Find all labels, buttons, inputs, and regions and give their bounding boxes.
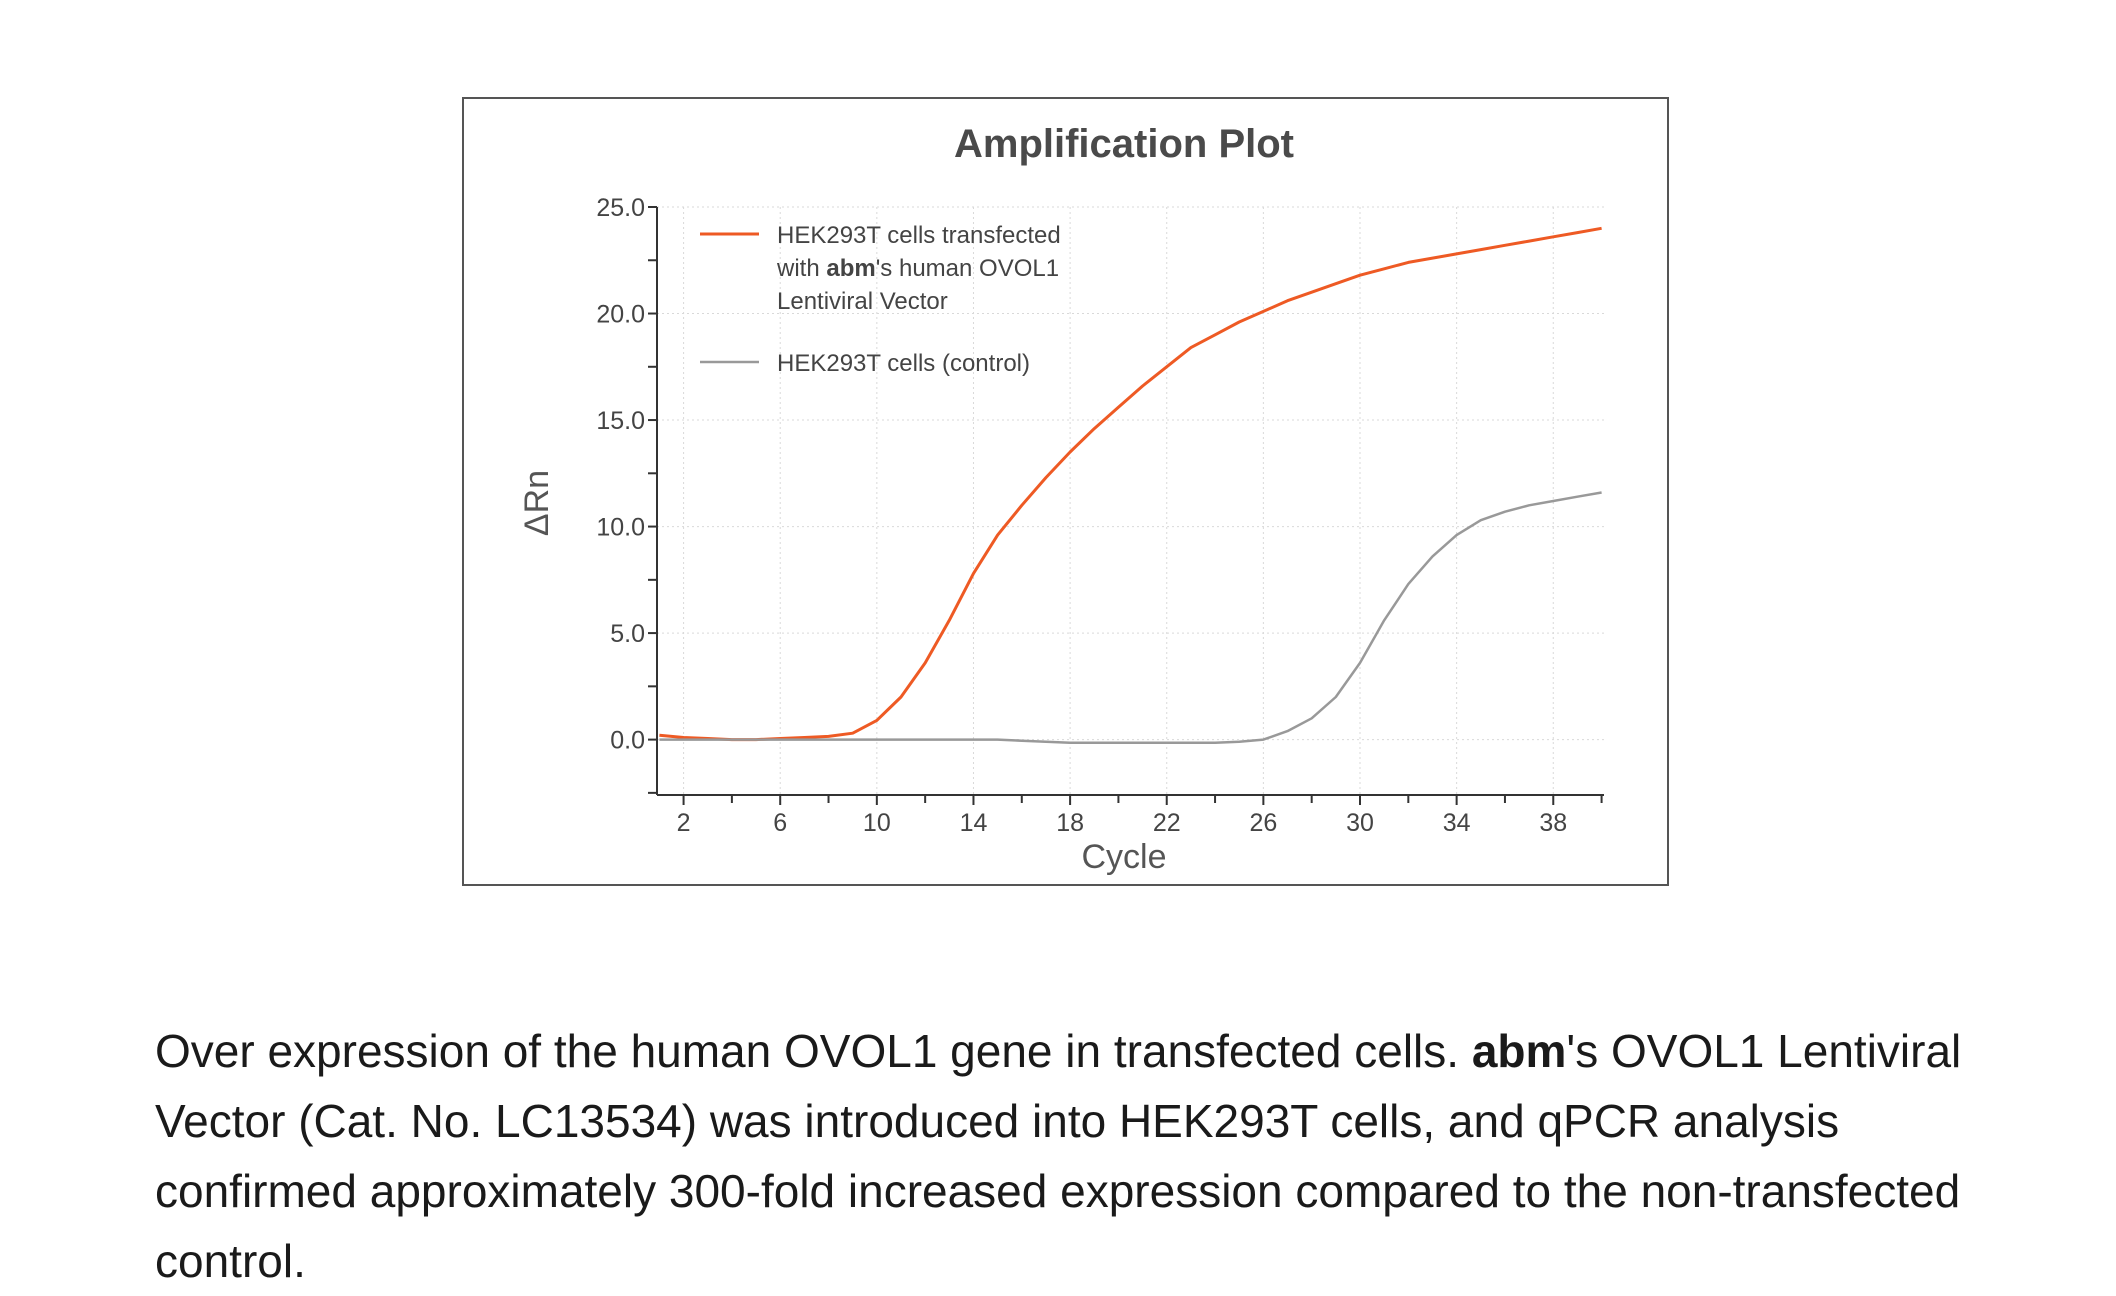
y-tick-label: 5.0 bbox=[610, 620, 645, 648]
y-tick-label: 10.0 bbox=[596, 514, 645, 542]
x-tick-label: 2 bbox=[677, 809, 691, 837]
legend-label-transfected: HEK293T cells transfected bbox=[777, 222, 1061, 249]
caption-bold-brand: abm bbox=[1471, 1025, 1567, 1077]
chart-frame: Amplification Plot 0.0 5.0 10.0 15.0 20.0 25.0… bbox=[462, 97, 1669, 886]
x-tick-label: 22 bbox=[1153, 809, 1181, 837]
x-tick-label: 26 bbox=[1249, 809, 1277, 837]
y-tick-label: 20.0 bbox=[596, 301, 645, 329]
chart-title: Amplification Plot bbox=[954, 122, 1294, 166]
series-line-control bbox=[659, 491, 1602, 745]
y-tick-label: 25.0 bbox=[596, 194, 645, 222]
figure-caption: Over expression of the human OVOL1 gene … bbox=[155, 1016, 2015, 1296]
x-tick-label: 38 bbox=[1539, 809, 1567, 837]
x-tick-label: 18 bbox=[1056, 809, 1084, 837]
legend-label-transfected: with abm's human OVOL1 bbox=[776, 255, 1059, 282]
x-tick-label: 14 bbox=[960, 809, 988, 837]
x-tick-label: 34 bbox=[1443, 809, 1471, 837]
x-tick-label: 10 bbox=[863, 809, 891, 837]
y-tick-label: 0.0 bbox=[610, 727, 645, 755]
caption-part1: Over expression of the human OVOL1 gene … bbox=[155, 1025, 1472, 1077]
series-line-transfected bbox=[659, 226, 1602, 742]
amplification-plot: Amplification Plot 0.0 5.0 10.0 15.0 20.0 25.0… bbox=[518, 122, 1604, 876]
x-tick-label: 6 bbox=[773, 809, 787, 837]
y-tick-label: 15.0 bbox=[596, 407, 645, 435]
x-axis-label: Cycle bbox=[1081, 838, 1166, 876]
legend-label-control: HEK293T cells (control) bbox=[777, 350, 1030, 377]
y-axis-label: ΔRn bbox=[518, 470, 556, 536]
legend-label-transfected: Lentiviral Vector bbox=[777, 288, 948, 315]
x-tick-label: 30 bbox=[1346, 809, 1374, 837]
